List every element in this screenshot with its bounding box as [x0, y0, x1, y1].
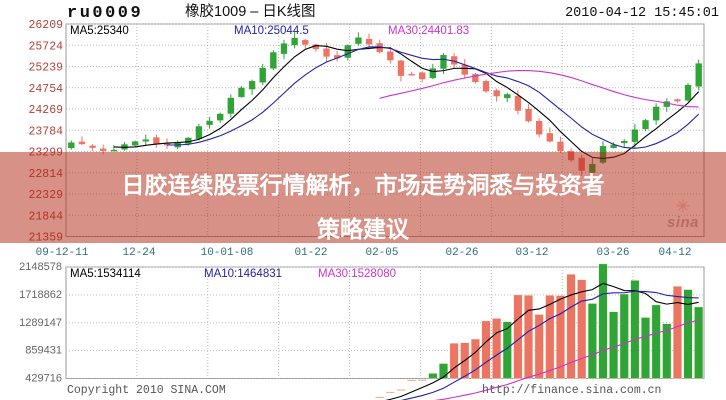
svg-text:http://finance.sina.com.cn: http://finance.sina.com.cn — [482, 384, 661, 397]
svg-text:Copyright 2010 SINA.COM: Copyright 2010 SINA.COM — [67, 384, 226, 397]
svg-text:25239: 25239 — [28, 62, 63, 75]
svg-text:MA10:1464831: MA10:1464831 — [204, 268, 282, 280]
svg-text:1718862: 1718862 — [19, 289, 62, 301]
svg-text:橡胶1009 – 日K线图: 橡胶1009 – 日K线图 — [185, 3, 316, 20]
svg-text:MA30:1528080: MA30:1528080 — [318, 268, 396, 280]
svg-text:1289147: 1289147 — [19, 317, 62, 329]
svg-text:MA30:24401.83: MA30:24401.83 — [388, 25, 469, 37]
svg-text:MA5:1534114: MA5:1534114 — [70, 268, 141, 280]
svg-text:24754: 24754 — [28, 83, 63, 96]
svg-text:859431: 859431 — [25, 345, 62, 357]
svg-text:429716: 429716 — [25, 373, 62, 385]
svg-text:23784: 23784 — [28, 125, 63, 138]
svg-text:25724: 25724 — [28, 40, 63, 53]
svg-text:MA5:25340: MA5:25340 — [70, 25, 129, 37]
svg-text:26209: 26209 — [28, 19, 63, 32]
svg-text:2010-04-12 15:45:01: 2010-04-12 15:45:01 — [565, 6, 719, 21]
svg-text:24269: 24269 — [28, 104, 63, 117]
svg-text:MA10:25044.5: MA10:25044.5 — [234, 25, 309, 37]
svg-text:2148578: 2148578 — [19, 261, 62, 273]
svg-text:ru0009: ru0009 — [67, 4, 143, 23]
